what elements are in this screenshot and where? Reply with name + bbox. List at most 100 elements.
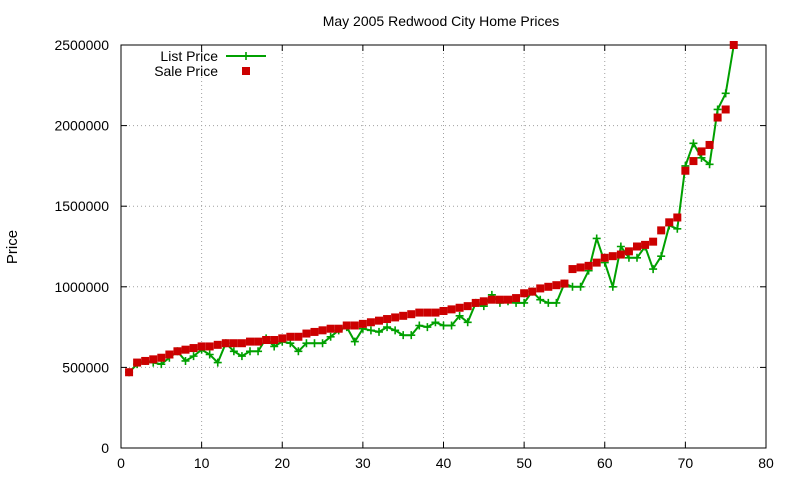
list-price-line — [128, 44, 735, 373]
sale-price-point — [624, 247, 633, 256]
sale-price-point — [697, 147, 706, 156]
sale-price-point — [189, 344, 198, 353]
sale-price-point — [366, 318, 375, 327]
grid — [121, 45, 766, 448]
sale-price-point — [447, 305, 456, 314]
sale-price-point — [165, 350, 174, 359]
sale-price-point — [237, 339, 246, 348]
list-price-point — [649, 265, 658, 274]
list-price-point — [407, 331, 416, 340]
sale-price-point — [302, 329, 311, 338]
sale-price-point — [326, 324, 335, 333]
list-price-point — [423, 323, 432, 332]
sale-price-point — [318, 326, 327, 335]
list-price-point — [439, 321, 448, 330]
sale-price-point — [221, 339, 230, 348]
list-price-point — [237, 352, 246, 361]
list-price-point — [294, 347, 303, 356]
y-axis: 0 500000 1000000 1500000 2000000 2500000 — [54, 37, 766, 456]
sale-price-point — [584, 261, 593, 270]
list-price-point — [552, 298, 561, 307]
sale-price-point — [375, 316, 383, 325]
list-price-point — [399, 331, 408, 340]
sale-price-point — [487, 295, 496, 304]
list-price-point — [713, 105, 722, 114]
list-price-point — [310, 339, 319, 348]
list-price-point — [205, 350, 214, 359]
sale-price-point — [181, 345, 190, 354]
y-tick-label: 2000000 — [54, 118, 109, 134]
y-tick-label: 1000000 — [54, 279, 109, 295]
sale-price-point — [705, 140, 714, 149]
list-price-point — [189, 352, 198, 361]
x-tick-label: 30 — [355, 455, 371, 471]
x-tick-label: 70 — [678, 455, 694, 471]
sale-price-point — [552, 281, 561, 290]
list-price-point — [375, 327, 383, 336]
list-price-point — [616, 242, 625, 251]
sale-price-point — [173, 347, 182, 356]
list-price-point — [608, 282, 617, 291]
chart-title: May 2005 Redwood City Home Prices — [323, 13, 560, 29]
sale-price-point — [439, 306, 448, 315]
list-price-point — [246, 347, 254, 356]
sale-price-point — [407, 310, 416, 319]
x-tick-label: 10 — [194, 455, 210, 471]
sale-price-point — [600, 253, 609, 262]
sale-price-point — [278, 334, 287, 343]
sale-price-point — [229, 339, 238, 348]
y-tick-label: 2500000 — [54, 37, 109, 53]
sale-price-point — [141, 356, 150, 365]
list-price-point — [520, 298, 529, 307]
sale-price-point — [721, 105, 730, 114]
sale-price-point — [649, 237, 658, 246]
sale-price-point — [197, 342, 206, 351]
list-price-point — [415, 321, 424, 330]
sale-price-point — [479, 297, 488, 306]
sale-price-point — [286, 332, 295, 341]
list-price-point — [302, 339, 311, 348]
x-tick-label: 40 — [436, 455, 452, 471]
sale-price-point — [495, 295, 504, 304]
x-tick-label: 60 — [597, 455, 613, 471]
sale-price-point — [568, 265, 577, 274]
x-tick-label: 50 — [516, 455, 532, 471]
sale-price-point — [729, 41, 738, 49]
y-tick-label: 1500000 — [54, 198, 109, 214]
series-layer — [125, 41, 738, 377]
legend-marker-sale-price — [242, 67, 250, 75]
list-price-point — [633, 253, 641, 262]
sale-price-point — [205, 342, 214, 351]
sale-price-point — [133, 358, 142, 367]
sale-price-point — [334, 324, 343, 333]
list-price-point — [705, 160, 714, 169]
list-price-point — [181, 356, 190, 365]
sale-price-point — [576, 263, 585, 272]
list-price-point — [592, 234, 601, 243]
sale-price-point — [528, 287, 537, 296]
sale-price-point — [471, 298, 480, 307]
sale-price-point — [350, 321, 359, 330]
list-price-point — [689, 139, 698, 148]
sale-price-point — [657, 226, 666, 235]
x-tick-label: 80 — [758, 455, 774, 471]
x-tick-label: 0 — [117, 455, 125, 471]
list-price-point — [383, 323, 392, 332]
x-axis: 0 10 20 30 40 50 60 70 80 — [117, 45, 774, 471]
legend-label-sale-price: Sale Price — [154, 63, 218, 79]
sale-price-point — [592, 258, 601, 267]
sale-price-point — [213, 340, 222, 349]
sale-price-point — [641, 240, 650, 249]
sale-price-point — [254, 337, 263, 346]
sale-price-point — [383, 315, 392, 324]
legend-marker-list-price — [242, 52, 250, 60]
sale-price-point — [608, 252, 617, 261]
sale-price-point — [415, 308, 424, 317]
sale-price-point — [246, 337, 254, 346]
list-price-point — [229, 347, 238, 356]
list-price-point — [366, 326, 375, 335]
sale-price-point — [512, 294, 521, 303]
y-tick-label: 500000 — [62, 359, 109, 375]
list-price-point — [447, 321, 456, 330]
